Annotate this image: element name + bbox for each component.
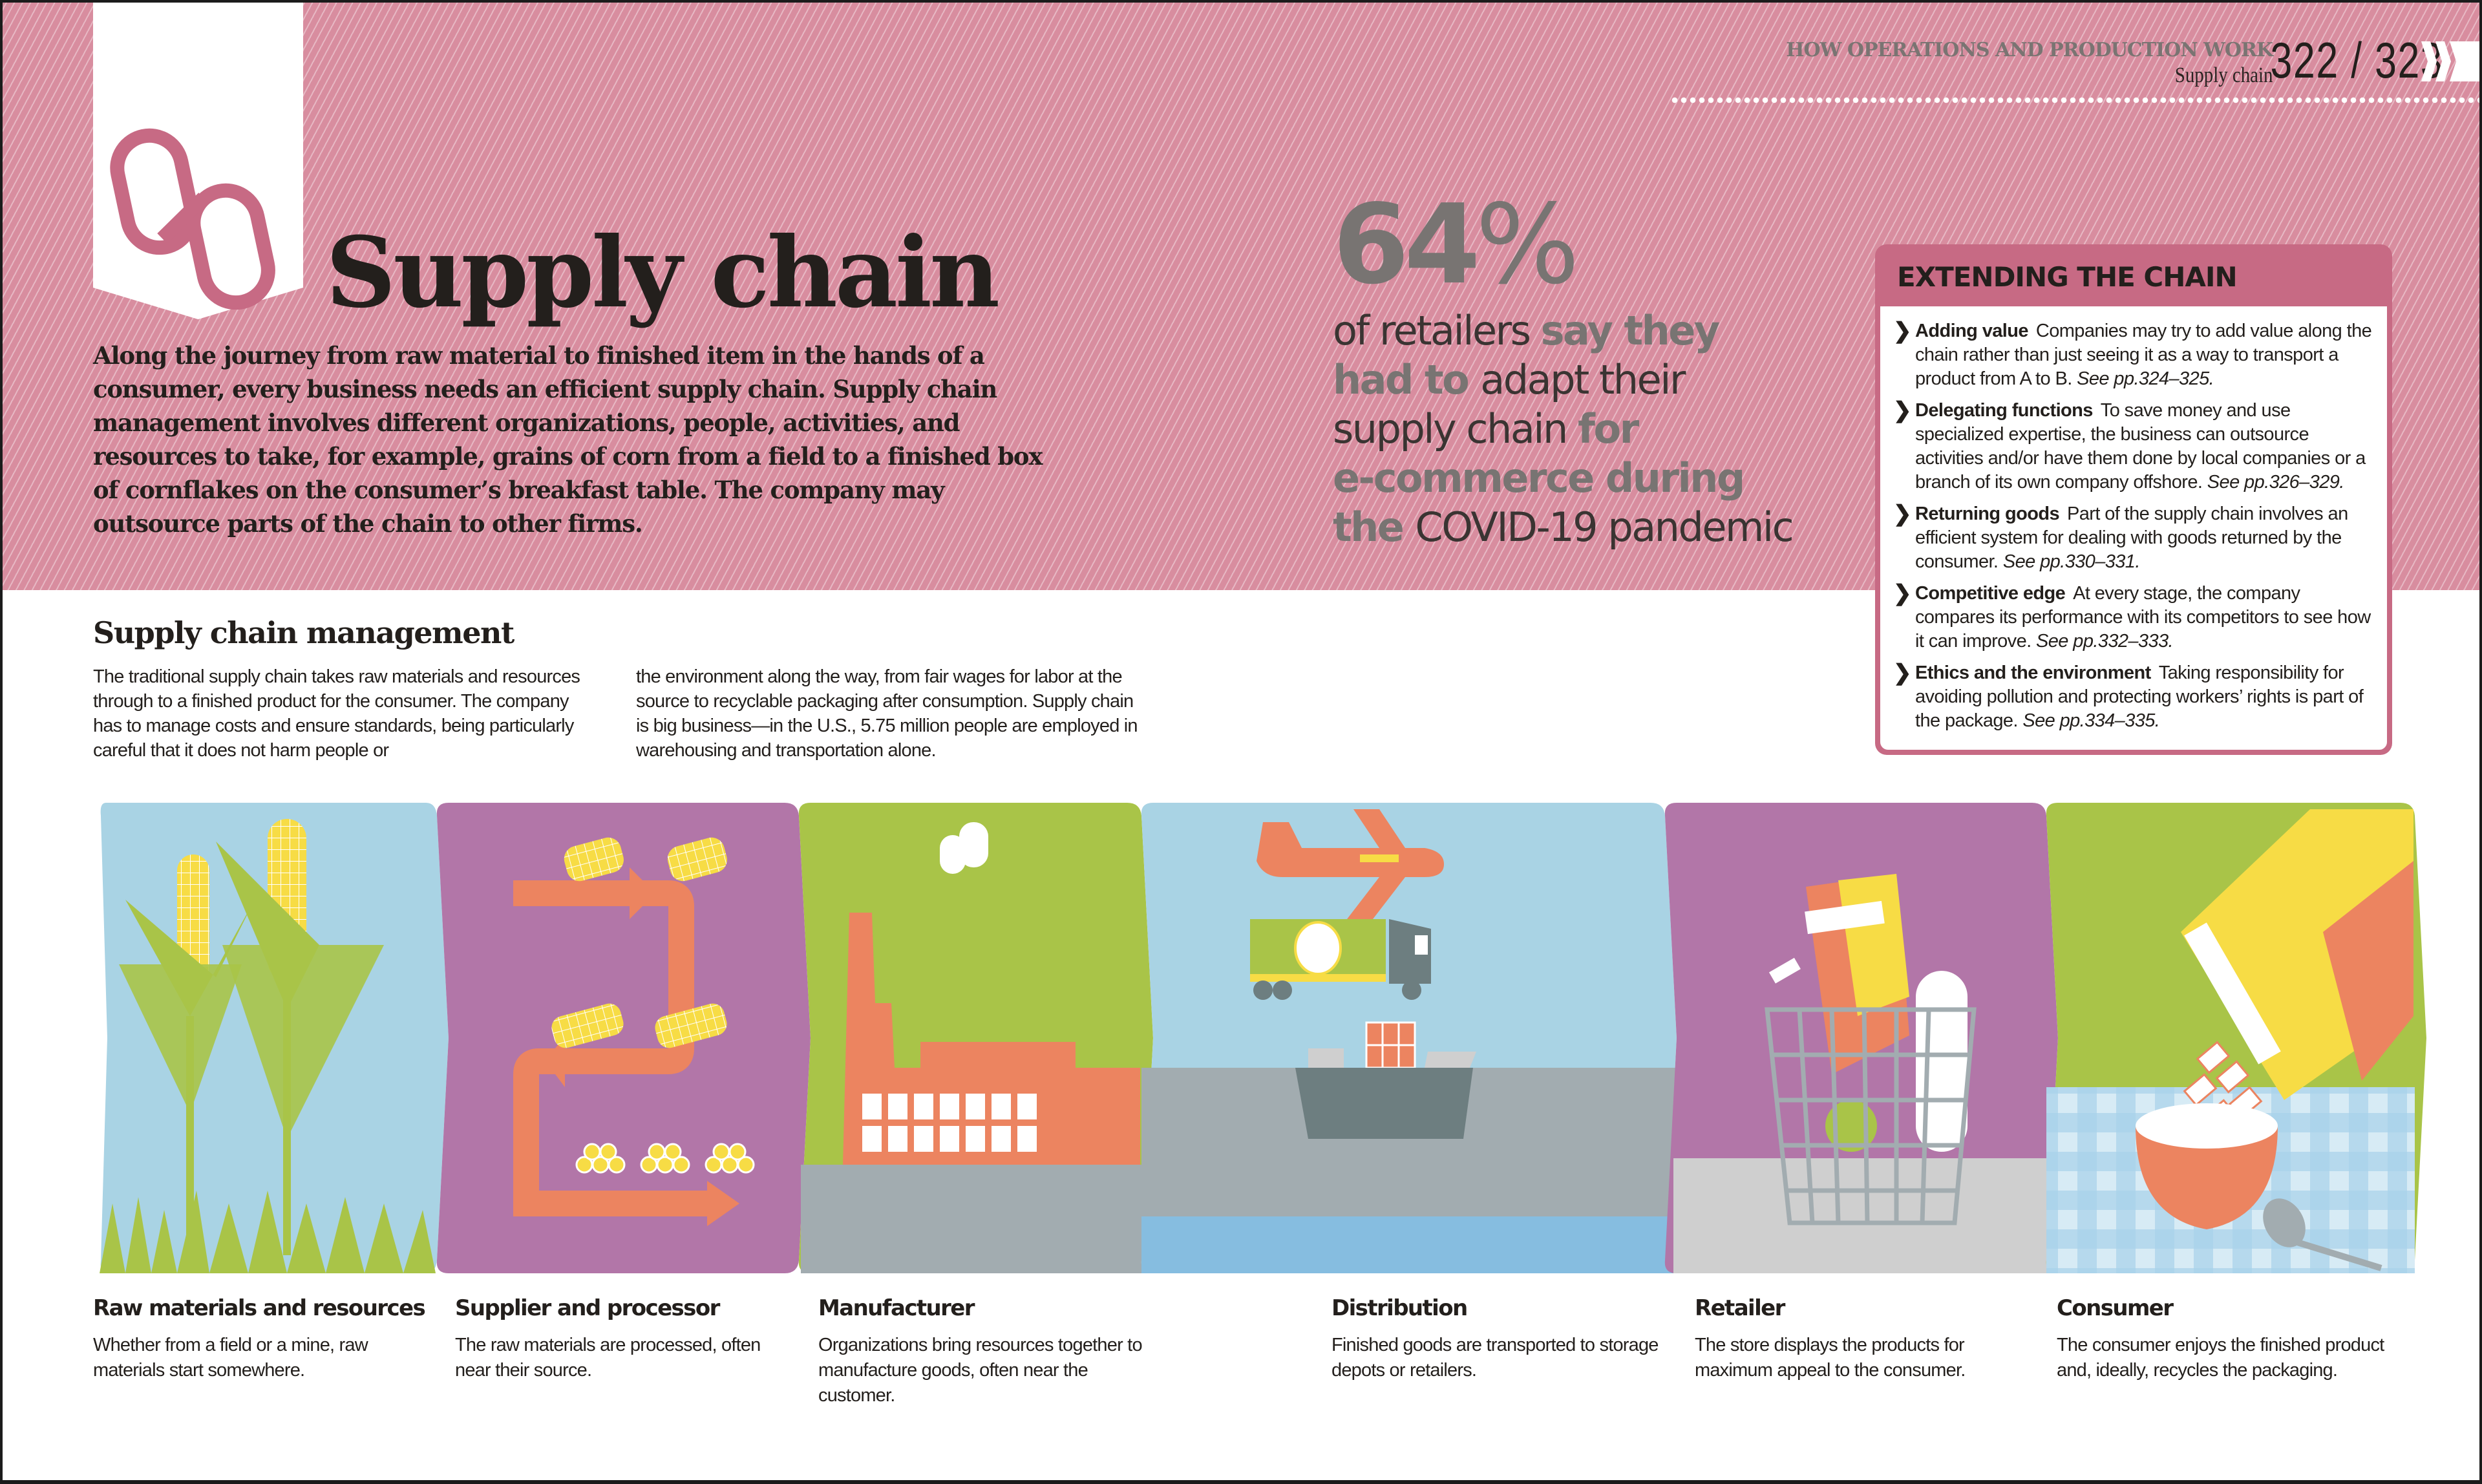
stage-consumer: Consumer The consumer enjoys the finishe…	[2057, 1295, 2393, 1383]
stat-segment: say they	[1540, 307, 1721, 354]
item-text: To save money and use specialized expert…	[1915, 400, 2366, 493]
processing-flow-illustration	[436, 803, 811, 1273]
page-title: Supply chain	[326, 216, 1000, 330]
stage-title: Consumer	[2057, 1295, 2174, 1321]
panel-title: EXTENDING THE CHAIN	[1897, 261, 2238, 293]
stat-segment: COVID-19 pandemic	[1415, 504, 1794, 551]
stat-description: of retailers say they had to adapt their s…	[1333, 306, 1850, 552]
dotted-divider	[1670, 97, 2479, 103]
stat-line: of retailers say they	[1333, 306, 1850, 355]
intro-paragraph: Along the journey from raw material to f…	[93, 341, 1043, 538]
stage-supplier-processor: Supplier and processor The raw materials…	[455, 1295, 791, 1383]
page-reference: See pp.326–329.	[2207, 472, 2345, 493]
shopping-basket-illustration	[1664, 803, 2058, 1273]
stat-line: had to adapt their	[1333, 355, 1850, 405]
statistic-callout: 64% of retailers say they had to adapt th…	[1333, 190, 1850, 552]
stage-raw-materials: Raw materials and resources Whether from…	[93, 1295, 429, 1383]
stat-segment: adapt their	[1480, 356, 1686, 403]
stat-segment: had to	[1333, 356, 1481, 403]
item-heading: Delegating functions	[1915, 400, 2093, 421]
stat-line: supply chain for	[1333, 405, 1850, 454]
stage-description: The raw materials are processed, often n…	[455, 1335, 761, 1381]
stage-description: Finished goods are transported to storag…	[1331, 1335, 1659, 1381]
running-head-topic: Supply chain	[2174, 63, 2273, 87]
stage-description: Whether from a field or a mine, raw mate…	[93, 1335, 368, 1381]
stage-distribution: Distribution Finished goods are transpor…	[1331, 1295, 1668, 1383]
running-head: HOW OPERATIONS AND PRODUCTION WORK Suppl…	[1639, 32, 2479, 105]
item-text: At every stage, the company compares its…	[1915, 583, 2371, 652]
extending-item: ❯ Returning goods Part of the supply chain…	[1893, 502, 2374, 574]
scm-paragraph-col1: The traditional supply chain takes raw m…	[93, 666, 580, 761]
page-reference: See pp.324–325.	[2077, 368, 2214, 389]
item-text: Part of the supply chain involves an eff…	[1915, 504, 2348, 572]
chevron-tab-icon	[2421, 41, 2479, 81]
stat-number: 64%	[1333, 181, 1580, 309]
stat-segment: e-commerce during	[1333, 454, 1745, 502]
stat-segment: the	[1333, 504, 1416, 551]
stage-title: Distribution	[1331, 1295, 1468, 1321]
stat-segment: for	[1578, 405, 1639, 452]
supply-chain-illustration	[100, 803, 2426, 1273]
page-reference: See pp.330–331.	[2002, 551, 2141, 572]
item-heading: Competitive edge	[1915, 583, 2066, 604]
book-spread: HOW OPERATIONS AND PRODUCTION WORK Suppl…	[3, 3, 2479, 1480]
stat-segment: of retailers	[1333, 307, 1541, 354]
stat-line: e-commerce during	[1333, 454, 1850, 503]
running-head-section: HOW OPERATIONS AND PRODUCTION WORK	[1786, 39, 2273, 61]
item-text: Companies may try to add value along the…	[1915, 321, 2372, 389]
extending-item: ❯ Delegating functions To save money and u…	[1893, 399, 2374, 494]
extending-item: ❯ Competitive edge At every stage, the com…	[1893, 582, 2374, 653]
cereal-bowl-illustration	[2046, 803, 2426, 1273]
page-numbers: 322 / 323	[2270, 32, 2443, 89]
page-reference: See pp.332–333.	[2036, 631, 2174, 652]
scm-paragraph-col2: the environment along the way, from fair…	[636, 666, 1138, 761]
extending-the-chain-panel: EXTENDING THE CHAIN ❯ Adding value Compani…	[1875, 244, 2392, 755]
item-heading: Returning goods	[1915, 504, 2060, 524]
stage-manufacturer: Manufacturer Organizations bring resourc…	[818, 1295, 1154, 1408]
chevron-right-icon: ❯	[1893, 661, 1911, 685]
item-text: Taking responsibility for avoiding pollu…	[1915, 662, 2364, 731]
extending-item: ❯ Ethics and the environment Taking respon…	[1893, 661, 2374, 733]
item-heading: Ethics and the environment	[1915, 662, 2151, 683]
section-heading: Supply chain management	[93, 615, 514, 650]
stage-retailer: Retailer The store displays the products…	[1695, 1295, 2031, 1383]
stage-description: The consumer enjoys the finished product…	[2057, 1335, 2384, 1381]
stage-title: Retailer	[1695, 1295, 1785, 1321]
chevron-right-icon: ❯	[1893, 502, 1911, 526]
item-heading: Adding value	[1915, 321, 2028, 341]
chain-link-icon	[110, 128, 275, 310]
stage-title: Raw materials and resources	[93, 1295, 426, 1321]
panel-body: ❯ Adding value Companies may try to add va…	[1880, 306, 2387, 750]
distribution-illustration	[1141, 803, 1677, 1273]
stage-description: Organizations bring resources together t…	[818, 1335, 1143, 1406]
chevron-right-icon: ❯	[1893, 319, 1911, 343]
stage-title: Manufacturer	[818, 1295, 975, 1321]
corn-field-illustration	[100, 803, 449, 1273]
stat-segment: supply chain	[1333, 405, 1578, 452]
page-reference: See pp.334–335.	[2022, 710, 2160, 731]
stat-line: the COVID-19 pandemic	[1333, 503, 1850, 552]
chevron-right-icon: ❯	[1893, 581, 1911, 606]
extending-item: ❯ Adding value Companies may try to add va…	[1893, 319, 2374, 391]
chevron-right-icon: ❯	[1893, 398, 1911, 423]
stage-description: The store displays the products for maxi…	[1695, 1335, 1966, 1381]
stage-title: Supplier and processor	[455, 1295, 720, 1321]
factory-illustration	[798, 803, 1153, 1273]
